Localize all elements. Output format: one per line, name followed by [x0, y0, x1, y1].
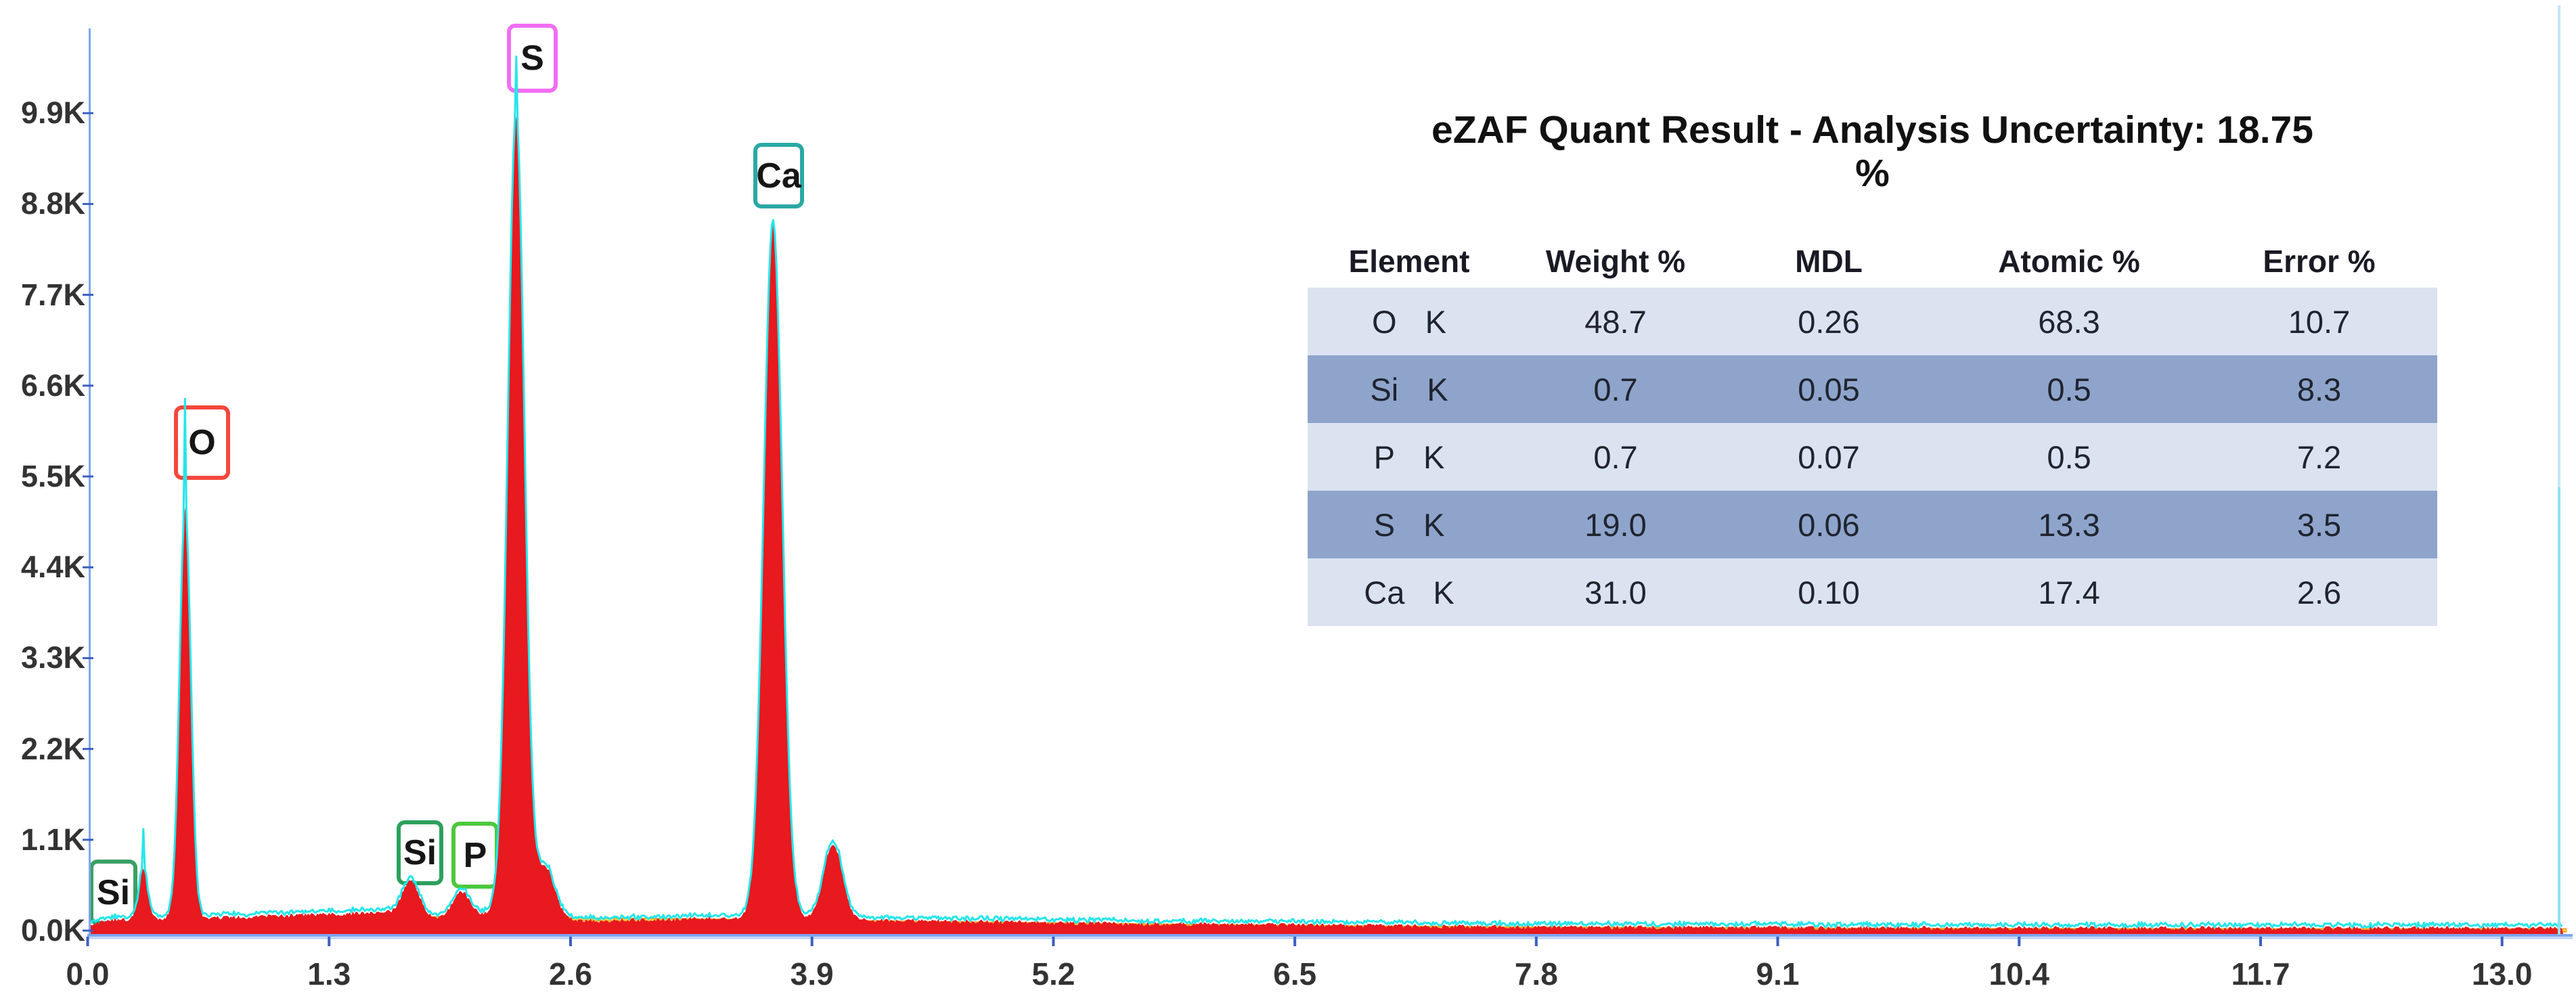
element-symbol: Si: [1370, 371, 1399, 407]
cell-element: Si K: [1308, 355, 1511, 423]
element-symbol: P: [1373, 439, 1395, 475]
peak-label-si: Si: [89, 860, 137, 925]
quant-row-ca: Ca K 31.0 0.10 17.4 2.6: [1308, 558, 2437, 626]
cell-error: 10.7: [2288, 303, 2351, 340]
cell-atomic: 68.3: [2038, 303, 2100, 340]
element-shell: K: [1423, 439, 1445, 475]
element-shell: K: [1427, 371, 1448, 407]
element-symbol: Ca: [1364, 574, 1405, 610]
cell-weight: 31.0: [1584, 574, 1647, 610]
quant-col-header: Weight %: [1511, 235, 1720, 288]
cell-element: Ca K: [1308, 558, 1511, 626]
peak-label-ca: Ca: [753, 143, 804, 208]
cell-atomic: 17.4: [2038, 574, 2100, 610]
peak-label-p: P: [451, 822, 499, 889]
element-shell: K: [1425, 303, 1446, 340]
cell-mdl: 0.10: [1798, 574, 1860, 610]
quant-title: eZAF Quant Result - Analysis Uncertainty…: [1431, 108, 2313, 152]
cell-error: 2.6: [2296, 574, 2342, 610]
quant-table-header-row: Element Weight % MDL Atomic % Error %: [1308, 235, 2437, 288]
quant-row-s: S K 19.0 0.06 13.3 3.5: [1308, 491, 2437, 558]
quant-table: Element Weight % MDL Atomic % Error % O K 48.7…: [1308, 235, 2437, 626]
quant-row-p: P K 0.7 0.07 0.5 7.2: [1308, 423, 2437, 491]
quant-row-si: Si K 0.7 0.05 0.5 8.3: [1308, 355, 2437, 423]
quant-col-header: Error %: [2201, 235, 2437, 288]
cell-mdl: 0.26: [1798, 303, 1860, 340]
quant-col-header: Atomic %: [1937, 235, 2201, 288]
cell-atomic: 0.5: [2047, 439, 2091, 475]
peak-label-o: O: [174, 405, 230, 480]
cell-mdl: 0.06: [1798, 506, 1860, 543]
quant-result-panel: eZAF Quant Result - Analysis Uncertainty…: [1308, 108, 2437, 626]
cell-atomic: 13.3: [2038, 506, 2100, 543]
cell-error: 7.2: [2296, 439, 2342, 475]
cell-mdl: 0.05: [1798, 371, 1860, 407]
cell-weight: 0.7: [1593, 371, 1638, 407]
peak-label-s: S: [507, 24, 558, 93]
cell-weight: 19.0: [1584, 506, 1647, 543]
element-shell: K: [1423, 506, 1445, 543]
cell-atomic: 0.5: [2047, 371, 2091, 407]
cell-mdl: 0.07: [1798, 439, 1860, 475]
quant-row-o: O K 48.7 0.26 68.3 10.7: [1308, 288, 2437, 355]
element-symbol: S: [1373, 506, 1395, 543]
quant-col-header: MDL: [1720, 235, 1937, 288]
element-shell: K: [1433, 574, 1454, 610]
quant-col-header: Element: [1308, 235, 1511, 288]
cell-error: 8.3: [2296, 371, 2342, 407]
peak-label-si: Si: [397, 820, 443, 885]
cell-error: 3.5: [2296, 506, 2342, 543]
element-symbol: O: [1372, 303, 1397, 340]
quant-title-percent: %: [1855, 152, 1890, 195]
cell-weight: 0.7: [1593, 439, 1638, 475]
cell-weight: 48.7: [1584, 303, 1647, 340]
